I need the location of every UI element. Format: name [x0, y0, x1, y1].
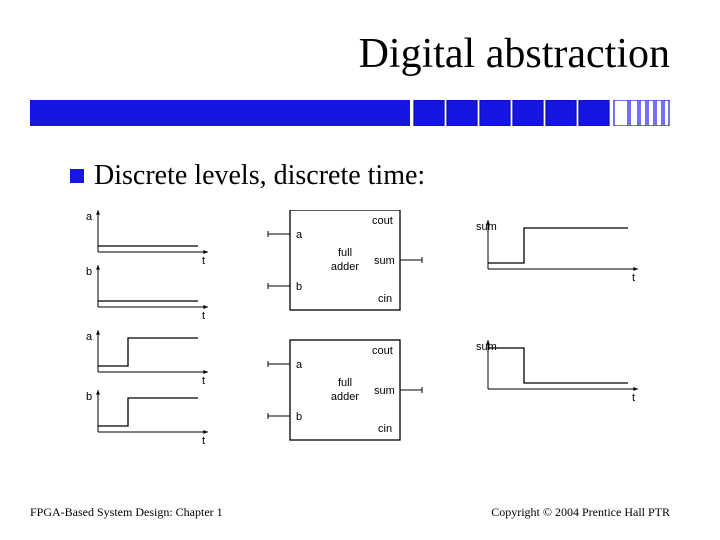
svg-text:a: a [86, 331, 93, 343]
svg-text:sum: sum [476, 341, 497, 353]
svg-text:cin: cin [378, 423, 392, 435]
svg-text:sum: sum [374, 255, 395, 267]
svg-text:t: t [202, 375, 205, 387]
bullet-text: Discrete levels, discrete time: [94, 160, 425, 192]
svg-text:cin: cin [378, 293, 392, 305]
footer-right: Copyright © 2004 Prentice Hall PTR [491, 505, 670, 520]
svg-text:full: full [338, 377, 352, 389]
footer-left: FPGA-Based System Design: Chapter 1 [30, 505, 223, 520]
svg-text:adder: adder [331, 261, 359, 273]
svg-text:t: t [202, 255, 205, 267]
slide-title: Digital abstraction [359, 30, 670, 78]
square-bullet-icon [70, 169, 84, 183]
svg-text:b: b [296, 281, 302, 293]
decor-bar [30, 100, 670, 126]
svg-text:t: t [632, 392, 635, 404]
adder-diagram: a t b t a t b t sum t sum t full adder a b cout sum cin ful… [80, 210, 640, 460]
svg-text:sum: sum [476, 221, 497, 233]
svg-text:a: a [296, 359, 303, 371]
svg-text:b: b [296, 411, 302, 423]
svg-text:sum: sum [374, 385, 395, 397]
svg-text:t: t [632, 272, 635, 284]
svg-text:t: t [202, 310, 205, 322]
svg-text:a: a [296, 229, 303, 241]
svg-text:b: b [86, 266, 92, 278]
svg-text:a: a [86, 211, 93, 223]
svg-text:cout: cout [372, 215, 393, 227]
svg-text:full: full [338, 247, 352, 259]
svg-text:b: b [86, 391, 92, 403]
svg-text:cout: cout [372, 345, 393, 357]
bullet-row: Discrete levels, discrete time: [70, 160, 425, 192]
svg-text:t: t [202, 435, 205, 447]
svg-text:adder: adder [331, 391, 359, 403]
